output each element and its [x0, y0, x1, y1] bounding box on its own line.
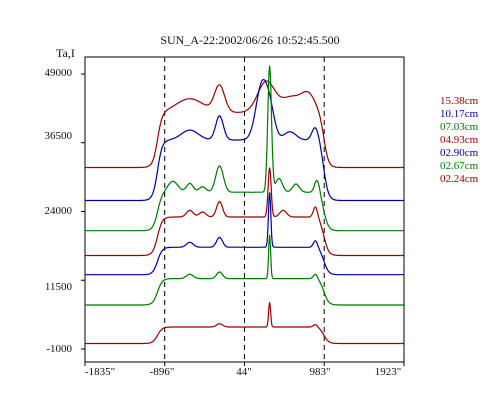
legend-item: 02.24cm: [440, 173, 479, 185]
legend: 15.38cm 10.17cm 07.03cm 04.93cm 02.90cm …: [440, 95, 478, 186]
x-tick-label: -896": [149, 366, 175, 378]
legend-item: 07.03cm: [440, 121, 479, 133]
x-tick-label: -1835": [84, 366, 116, 378]
chart-title: SUN_A-22:2002/06/26 10:52:45.500: [160, 33, 340, 47]
reference-lines: [164, 57, 325, 362]
y-axis-label: Ta,I: [56, 46, 75, 60]
y-tick-label: 36500: [44, 130, 73, 142]
legend-item: 04.93cm: [440, 134, 479, 146]
series-line: [85, 302, 404, 345]
legend-item: 15.38cm: [440, 95, 479, 107]
legend-item: 02.90cm: [440, 147, 479, 159]
y-tick-label: 49000: [44, 67, 73, 79]
y-tick-label: 11500: [44, 281, 72, 293]
series-line: [85, 192, 404, 276]
series-line: [85, 80, 404, 169]
axis-ticks: [81, 73, 405, 366]
legend-item: 02.67cm: [440, 160, 479, 172]
x-tick-label: 983": [309, 366, 331, 378]
y-tick-label: 24000: [44, 205, 73, 217]
series-line: [85, 167, 404, 257]
series-lines: [85, 65, 404, 345]
series-line: [85, 78, 404, 202]
y-tick-label: -1000: [46, 343, 72, 355]
legend-item: 10.17cm: [440, 108, 479, 120]
x-tick-label: 1923": [374, 366, 402, 378]
series-line: [85, 234, 404, 306]
x-tick-label: 44": [236, 366, 252, 378]
series-line: [85, 65, 404, 232]
